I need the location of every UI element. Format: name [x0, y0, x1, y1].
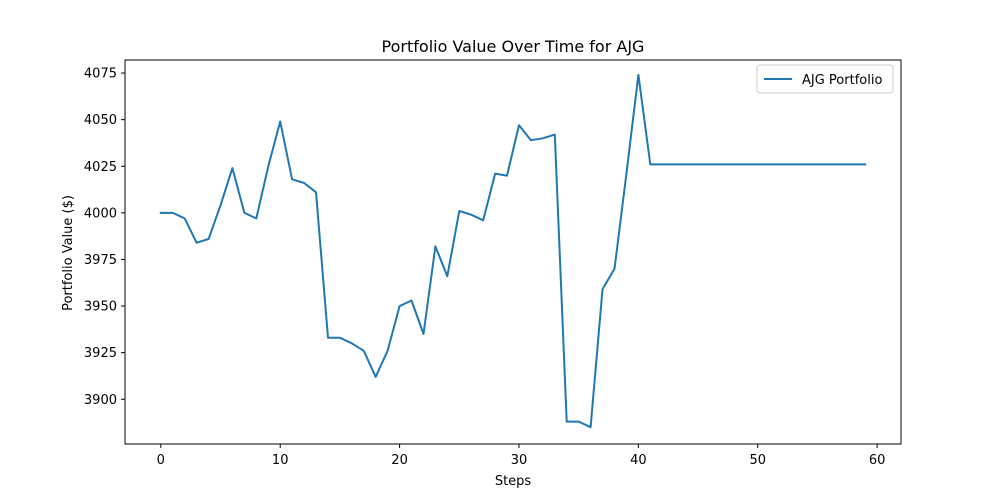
y-tick-label: 3950: [84, 300, 117, 315]
x-tick-label: 10: [272, 453, 289, 468]
plot-area-frame: [124, 59, 902, 445]
y-tick-label: 3925: [84, 346, 117, 361]
y-tick-label: 4075: [84, 67, 117, 82]
x-tick-label: 20: [391, 453, 408, 468]
y-tick-label: 4050: [84, 113, 117, 128]
x-tick-label: 30: [511, 453, 528, 468]
x-axis-ticks: 0 10 20 30 40 50 60: [157, 444, 886, 468]
x-tick-label: 0: [157, 453, 165, 468]
y-axis-ticks: 3900 3925 3950 3975 4000 4025 4050 4075: [84, 67, 125, 408]
x-tick-label: 50: [749, 453, 766, 468]
legend-label: AJG Portfolio: [802, 73, 882, 88]
series-layer: [159, 73, 867, 429]
series-line: [159, 73, 867, 429]
y-axis-label: Portfolio Value ($): [61, 195, 76, 311]
y-tick-label: 4025: [84, 160, 117, 175]
chart-title: Portfolio Value Over Time for AJG: [382, 37, 645, 56]
x-tick-label: 60: [869, 453, 886, 468]
legend-box: [756, 64, 894, 94]
x-tick-label: 40: [630, 453, 647, 468]
y-tick-label: 3975: [84, 253, 117, 268]
x-axis-label: Steps: [495, 474, 532, 489]
y-tick-label: 4000: [84, 206, 117, 221]
y-tick-label: 3900: [84, 393, 117, 408]
legend: AJG Portfolio: [756, 64, 894, 94]
